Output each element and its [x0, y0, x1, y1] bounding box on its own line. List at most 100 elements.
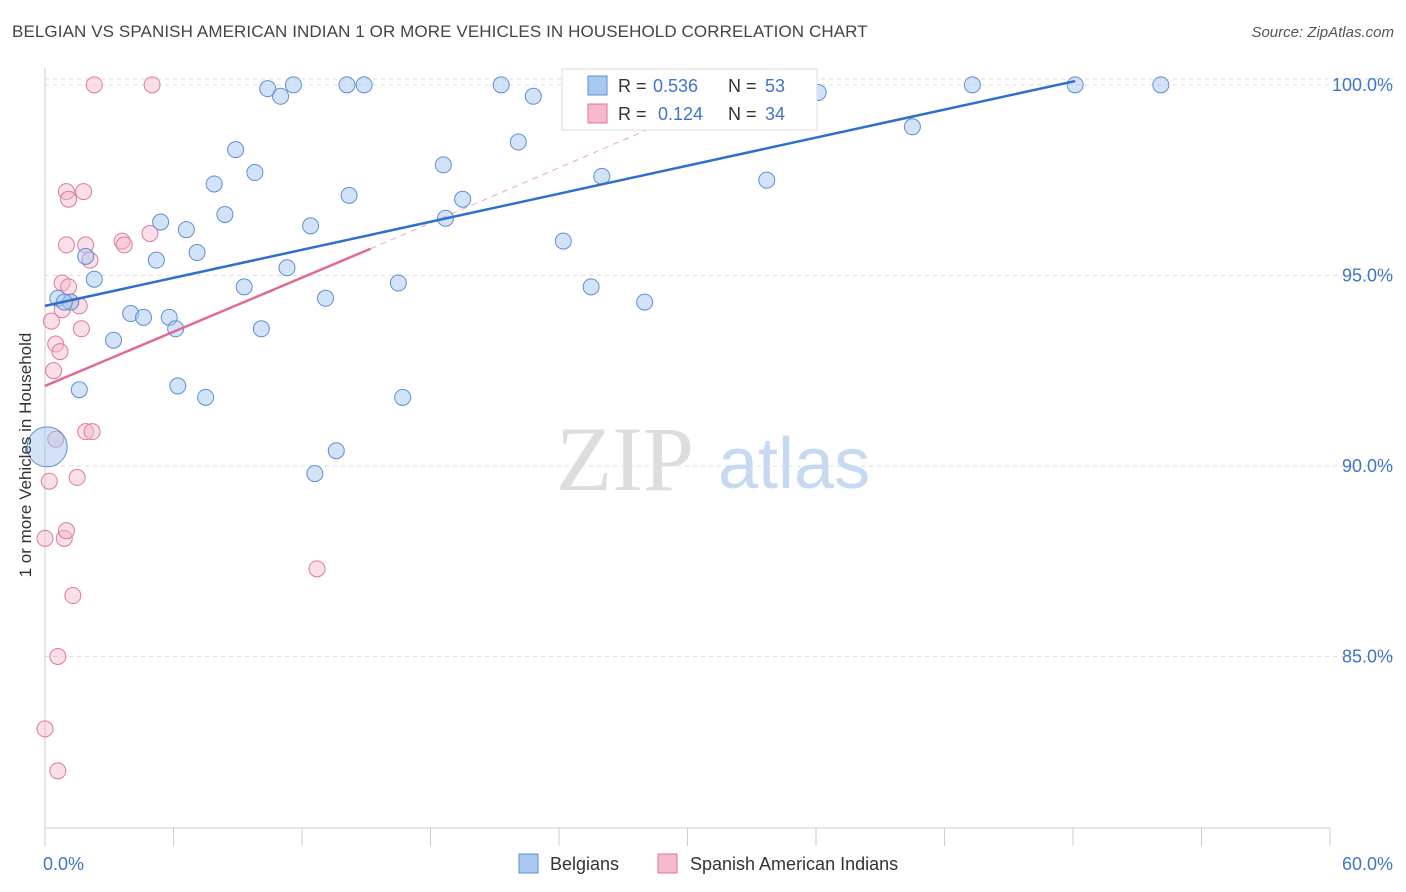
series-spanish-american-indians-points — [36, 76, 326, 780]
data-point-belgians — [340, 186, 358, 204]
data-point-spanish — [49, 648, 67, 666]
legend-label-spanish: Spanish American Indians — [690, 854, 898, 874]
data-point-spanish — [75, 183, 93, 201]
data-point-belgians — [26, 426, 68, 468]
data-point-spanish — [57, 236, 75, 254]
data-point-spanish — [51, 343, 69, 361]
data-point-belgians — [1066, 76, 1084, 94]
data-point-belgians — [524, 87, 542, 105]
x-tick-label: 60.0% — [1342, 854, 1393, 874]
data-point-belgians — [252, 320, 270, 338]
data-point-belgians — [554, 232, 572, 250]
stats-legend-n-value: 53 — [765, 76, 785, 96]
data-point-belgians — [197, 388, 215, 406]
data-point-belgians — [394, 388, 412, 406]
data-point-belgians — [284, 76, 302, 94]
stats-legend-swatch-belgians — [587, 75, 608, 96]
data-point-belgians — [317, 289, 335, 307]
data-point-spanish — [115, 236, 133, 254]
series-legend: Belgians Spanish American Indians — [518, 853, 898, 874]
data-point-belgians — [77, 247, 95, 265]
stats-legend-n-label: N = — [728, 104, 757, 124]
data-point-belgians — [105, 331, 123, 349]
stats-legend-swatch-spanish — [587, 103, 608, 124]
stats-legend-r-label: R = — [618, 104, 647, 124]
data-point-spanish — [36, 720, 54, 738]
data-point-belgians — [147, 251, 165, 269]
legend-swatch-belgians — [518, 853, 539, 874]
data-point-belgians — [434, 156, 452, 174]
data-point-spanish — [64, 587, 82, 605]
data-point-spanish — [83, 423, 101, 441]
data-point-spanish — [40, 472, 58, 490]
data-point-belgians — [169, 377, 187, 395]
source-credit: Source: ZipAtlas.com — [1251, 24, 1394, 41]
watermark: ZIP atlas — [556, 408, 870, 510]
series-belgians-points — [26, 76, 1170, 483]
data-point-belgians — [636, 293, 654, 311]
data-point-spanish — [42, 312, 60, 330]
stats-legend-r-value: 0.124 — [658, 104, 703, 124]
y-tick-label: 85.0% — [1342, 647, 1393, 667]
trend-line-spanish — [44, 247, 372, 388]
data-point-spanish — [68, 468, 86, 486]
data-point-belgians — [278, 259, 296, 277]
data-point-belgians — [235, 278, 253, 296]
data-point-spanish — [308, 560, 326, 578]
data-point-belgians — [1152, 76, 1170, 94]
data-point-belgians — [903, 118, 921, 136]
data-point-belgians — [259, 80, 277, 98]
watermark-atlas: atlas — [718, 424, 870, 504]
data-point-belgians — [454, 190, 472, 208]
data-point-belgians — [355, 76, 373, 94]
trend-line-belgians — [44, 79, 1076, 308]
data-point-belgians — [272, 87, 290, 105]
data-point-belgians — [177, 221, 195, 239]
data-point-belgians — [227, 141, 245, 159]
data-point-belgians — [246, 164, 264, 182]
data-point-belgians — [582, 278, 600, 296]
gridlines — [45, 78, 1395, 658]
legend-label-belgians: Belgians — [550, 854, 619, 874]
data-point-belgians — [135, 308, 153, 326]
y-tick-label: 100.0% — [1332, 75, 1393, 95]
stats-legend-n-label: N = — [728, 76, 757, 96]
legend-swatch-spanish — [657, 853, 678, 874]
data-point-spanish — [57, 522, 75, 540]
stats-legend-r-label: R = — [618, 76, 647, 96]
data-point-belgians — [70, 381, 88, 399]
tick-labels: 85.0% 90.0% 95.0% 100.0% 0.0% 60.0% — [43, 75, 1393, 874]
data-point-belgians — [85, 270, 103, 288]
data-point-belgians — [302, 217, 320, 235]
data-point-spanish — [72, 320, 90, 338]
data-point-belgians — [327, 442, 345, 460]
data-point-belgians — [963, 76, 981, 94]
y-axis-label: 1 or more Vehicles in Household — [16, 332, 35, 578]
data-point-belgians — [152, 213, 170, 231]
axes — [44, 68, 1331, 846]
data-point-belgians — [205, 175, 223, 193]
chart-title: BELGIAN VS SPANISH AMERICAN INDIAN 1 OR … — [12, 22, 868, 41]
data-point-belgians — [492, 76, 510, 94]
stats-legend: R = 0.536 N = 53 R = 0.124 N = 34 — [561, 68, 818, 131]
data-point-spanish — [60, 190, 78, 208]
data-point-spanish — [143, 76, 161, 94]
data-point-belgians — [216, 205, 234, 223]
data-point-spanish — [77, 423, 95, 441]
y-tick-label: 95.0% — [1342, 265, 1393, 285]
stats-legend-r-value: 0.536 — [653, 76, 698, 96]
y-tick-label: 90.0% — [1342, 456, 1393, 476]
data-point-spanish — [45, 362, 63, 380]
stats-legend-n-value: 34 — [765, 104, 785, 124]
data-point-spanish — [49, 762, 67, 780]
data-point-spanish — [141, 224, 159, 242]
data-point-belgians — [758, 171, 776, 189]
data-point-belgians — [389, 274, 407, 292]
x-tick-label: 0.0% — [43, 854, 84, 874]
data-point-spanish — [85, 76, 103, 94]
watermark-zip: ZIP — [556, 408, 694, 510]
data-point-belgians — [188, 244, 206, 262]
data-point-spanish — [36, 529, 54, 547]
data-point-belgians — [338, 76, 356, 94]
